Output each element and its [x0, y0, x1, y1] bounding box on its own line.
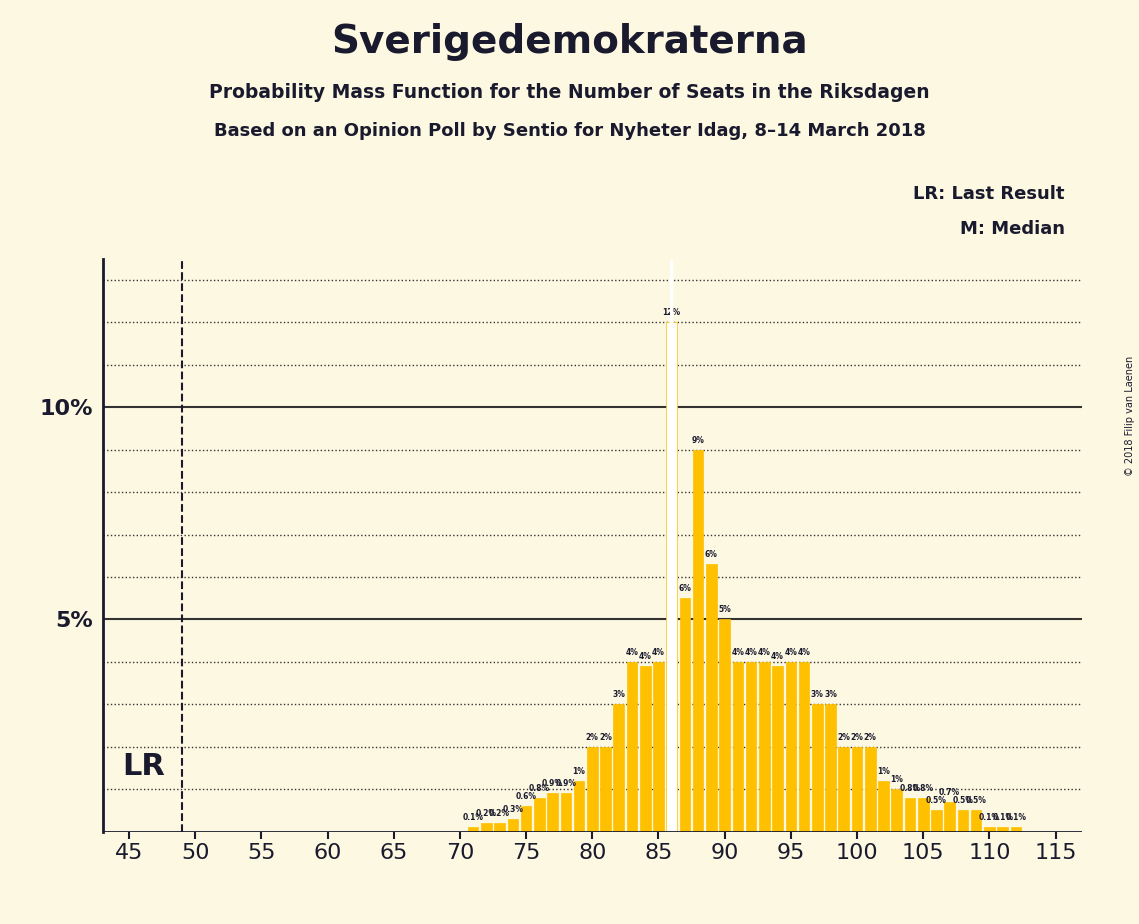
Bar: [904, 797, 916, 832]
Text: 3%: 3%: [825, 690, 837, 699]
Bar: [838, 747, 849, 832]
Text: 12%: 12%: [663, 309, 681, 317]
Text: LR: LR: [122, 752, 165, 781]
Bar: [666, 322, 677, 832]
Bar: [626, 662, 638, 832]
Bar: [932, 810, 942, 832]
Text: 0.2%: 0.2%: [476, 809, 497, 818]
Text: 4%: 4%: [757, 648, 771, 657]
Bar: [693, 450, 704, 832]
Bar: [984, 827, 994, 832]
Bar: [521, 806, 532, 832]
Text: 2%: 2%: [585, 733, 599, 742]
Text: 4%: 4%: [731, 648, 744, 657]
Bar: [640, 666, 650, 832]
Text: Sverigedemokraterna: Sverigedemokraterna: [331, 23, 808, 61]
Bar: [547, 794, 558, 832]
Text: 1%: 1%: [573, 767, 585, 775]
Text: 0.7%: 0.7%: [940, 788, 960, 796]
Bar: [865, 747, 876, 832]
Bar: [614, 704, 624, 832]
Text: 1%: 1%: [891, 775, 903, 784]
Text: 4%: 4%: [639, 652, 652, 661]
Text: 0.9%: 0.9%: [556, 779, 576, 788]
Text: 0.9%: 0.9%: [542, 779, 563, 788]
Text: 0.3%: 0.3%: [502, 805, 523, 814]
Text: 9%: 9%: [691, 435, 705, 444]
Bar: [772, 666, 782, 832]
Bar: [653, 662, 664, 832]
Text: 2%: 2%: [599, 733, 612, 742]
Text: 0.6%: 0.6%: [516, 792, 536, 801]
Text: 6%: 6%: [705, 550, 718, 559]
Bar: [680, 598, 690, 832]
Text: LR: Last Result: LR: Last Result: [913, 185, 1065, 202]
Text: 4%: 4%: [625, 648, 639, 657]
Bar: [944, 802, 954, 832]
Bar: [560, 794, 571, 832]
Text: 2%: 2%: [863, 733, 877, 742]
Text: 6%: 6%: [679, 584, 691, 593]
Text: M: Median: M: Median: [960, 220, 1065, 237]
Bar: [812, 704, 822, 832]
Bar: [759, 662, 770, 832]
Bar: [600, 747, 611, 832]
Text: 2%: 2%: [851, 733, 863, 742]
Bar: [508, 819, 518, 832]
Text: 0.8%: 0.8%: [912, 784, 934, 793]
Text: 4%: 4%: [652, 648, 665, 657]
Bar: [534, 797, 544, 832]
Text: 4%: 4%: [785, 648, 797, 657]
Text: 0.1%: 0.1%: [1006, 813, 1026, 822]
Bar: [732, 662, 743, 832]
Bar: [892, 789, 902, 832]
Text: Based on an Opinion Poll by Sentio for Nyheter Idag, 8–14 March 2018: Based on an Opinion Poll by Sentio for N…: [214, 122, 925, 140]
Bar: [468, 827, 478, 832]
Bar: [826, 704, 836, 832]
Text: 4%: 4%: [745, 648, 757, 657]
Bar: [746, 662, 756, 832]
Text: 0.8%: 0.8%: [900, 784, 920, 793]
Bar: [786, 662, 796, 832]
Bar: [998, 827, 1008, 832]
Text: 0.2%: 0.2%: [489, 809, 510, 818]
Bar: [481, 823, 492, 832]
Text: 0.5%: 0.5%: [926, 796, 947, 806]
Text: © 2018 Filip van Laenen: © 2018 Filip van Laenen: [1125, 356, 1134, 476]
Text: 1%: 1%: [877, 767, 890, 775]
Bar: [1010, 827, 1022, 832]
Text: 0.1%: 0.1%: [462, 813, 484, 822]
Bar: [852, 747, 862, 832]
Text: 5%: 5%: [719, 605, 731, 614]
Text: 0.1%: 0.1%: [978, 813, 1000, 822]
Bar: [970, 810, 982, 832]
Text: 2%: 2%: [837, 733, 850, 742]
Bar: [494, 823, 505, 832]
Bar: [798, 662, 810, 832]
Text: 0.5%: 0.5%: [966, 796, 986, 806]
Bar: [706, 565, 716, 832]
Text: Probability Mass Function for the Number of Seats in the Riksdagen: Probability Mass Function for the Number…: [210, 83, 929, 103]
Text: 3%: 3%: [613, 690, 625, 699]
Bar: [720, 619, 730, 832]
Bar: [958, 810, 968, 832]
Text: 4%: 4%: [797, 648, 811, 657]
Bar: [587, 747, 598, 832]
Text: 4%: 4%: [771, 652, 784, 661]
Text: 0.8%: 0.8%: [528, 784, 550, 793]
Bar: [574, 781, 584, 832]
Bar: [918, 797, 928, 832]
Text: 0.1%: 0.1%: [992, 813, 1013, 822]
Text: 0.5%: 0.5%: [952, 796, 974, 806]
Bar: [878, 781, 888, 832]
Text: 3%: 3%: [811, 690, 823, 699]
